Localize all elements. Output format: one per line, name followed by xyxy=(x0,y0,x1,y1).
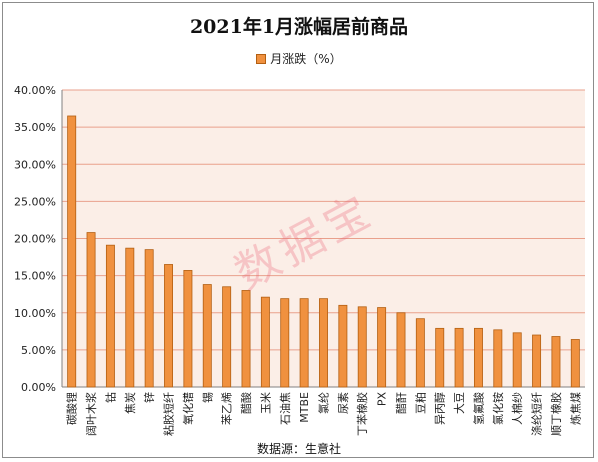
x-tick-label-group: 大豆 xyxy=(452,392,466,414)
x-tick-label: 醋酐 xyxy=(394,392,408,414)
x-tick-label: 钴 xyxy=(103,392,117,403)
x-tick-label: 碳酸锂 xyxy=(65,392,79,425)
x-tick-label: 玉米 xyxy=(259,392,272,414)
bar xyxy=(512,332,522,388)
x-tick-label: 炼焦煤 xyxy=(568,392,582,425)
x-tick-label: 氢氟酸 xyxy=(471,392,485,425)
bar xyxy=(551,336,561,388)
bar xyxy=(338,304,348,388)
bar xyxy=(67,115,77,388)
bar xyxy=(473,327,483,388)
x-tick-label-group: 人棉纱 xyxy=(510,392,524,425)
bar xyxy=(260,296,270,388)
x-tick-label-group: 苯乙烯 xyxy=(220,392,234,425)
bar xyxy=(280,298,290,388)
x-tick-label: PX xyxy=(376,392,389,407)
x-tick-label: MTBE xyxy=(298,392,311,423)
x-tick-label: 锌 xyxy=(142,392,156,403)
bar xyxy=(183,270,193,388)
bar xyxy=(164,264,174,388)
y-tick-label: 10.00% xyxy=(14,307,56,320)
x-tick-label-group: 焦炭 xyxy=(124,392,137,414)
x-tick-label-group: 丁苯橡胶 xyxy=(355,392,369,436)
bar xyxy=(377,307,387,388)
bar xyxy=(532,334,542,388)
bar xyxy=(299,298,309,388)
bar xyxy=(105,244,115,388)
chart-title: 2021年1月涨幅居前商品 xyxy=(189,16,409,38)
x-tick-label: 醋酸 xyxy=(239,392,253,414)
x-tick-label-group: 锡 xyxy=(200,392,214,403)
bar xyxy=(357,306,367,388)
bar xyxy=(144,249,154,388)
x-tick-label-group: 炼焦煤 xyxy=(568,392,582,425)
x-tick-label-group: 顺丁橡胶 xyxy=(549,392,563,436)
x-tick-label-group: MTBE xyxy=(298,392,311,423)
x-tick-label-group: 玉米 xyxy=(259,392,272,414)
x-tick-label-group: PX xyxy=(376,392,389,407)
x-tick-label: 焦炭 xyxy=(124,392,137,414)
x-tick-label-group: 碳酸锂 xyxy=(65,392,79,425)
x-tick-label: 尿素 xyxy=(337,392,350,414)
legend-label: 月涨跌（%） xyxy=(270,52,342,66)
y-tick-label: 25.00% xyxy=(14,195,56,208)
x-tick-label-group: 石油焦 xyxy=(278,392,292,425)
chart-legend: 月涨跌（%） xyxy=(0,50,598,67)
x-tick-label-group: 锌 xyxy=(142,392,156,403)
x-tick-label: 阔叶木浆 xyxy=(84,392,98,436)
bar xyxy=(570,339,580,388)
x-tick-label: 豆粕 xyxy=(413,392,427,414)
bar xyxy=(241,290,251,388)
bar xyxy=(415,318,425,388)
y-tick-label: 30.00% xyxy=(14,158,56,171)
x-tick-label: 石油焦 xyxy=(278,392,292,425)
bar xyxy=(202,284,212,388)
x-tick-label: 苯乙烯 xyxy=(220,392,234,425)
x-tick-label-group: 粘胶短纤 xyxy=(162,392,176,436)
x-tick-label: 氯纶 xyxy=(317,392,331,414)
bar xyxy=(222,286,232,388)
x-tick-label-group: 异丙醇 xyxy=(433,392,447,425)
x-tick-label-group: 豆粕 xyxy=(413,392,427,414)
y-tick-label: 15.00% xyxy=(14,270,56,283)
x-tick-label-group: 醋酸 xyxy=(239,392,253,414)
y-tick-label: 40.00% xyxy=(14,84,56,97)
legend-swatch xyxy=(256,53,267,64)
x-tick-label-group: 阔叶木浆 xyxy=(84,392,98,436)
x-tick-label-group: 醋酐 xyxy=(394,392,408,414)
x-tick-label-group: 氯纶 xyxy=(317,392,331,414)
bar xyxy=(396,312,406,388)
x-tick-label: 锡 xyxy=(200,392,214,403)
x-tick-label-group: 氢氟酸 xyxy=(471,392,485,425)
x-tick-label-group: 涤纶短纤 xyxy=(530,392,544,436)
x-tick-label: 氯化铵 xyxy=(491,392,505,425)
bar xyxy=(493,329,503,388)
x-tick-label-group: 氧化镨 xyxy=(181,392,195,425)
y-tick-label: 35.00% xyxy=(14,121,56,134)
y-tick-label: 5.00% xyxy=(21,344,56,357)
chart-source: 数据源：生意社 xyxy=(256,442,341,456)
x-tick-label: 人棉纱 xyxy=(510,392,524,425)
x-tick-label: 丁苯橡胶 xyxy=(355,392,369,436)
x-tick-label: 顺丁橡胶 xyxy=(549,392,563,436)
x-tick-label-group: 氯化铵 xyxy=(491,392,505,425)
x-tick-label-group: 尿素 xyxy=(337,392,350,414)
x-tick-label: 涤纶短纤 xyxy=(530,392,544,436)
bar xyxy=(319,298,328,388)
y-tick-label: 20.00% xyxy=(14,233,56,246)
bar xyxy=(454,327,464,388)
bar xyxy=(86,232,96,388)
x-tick-label-group: 钴 xyxy=(103,392,117,403)
y-tick-label: 0.00% xyxy=(21,381,56,394)
x-tick-label: 氧化镨 xyxy=(181,392,195,425)
bar xyxy=(435,327,445,388)
x-tick-label: 大豆 xyxy=(452,392,466,414)
x-tick-label: 粘胶短纤 xyxy=(162,392,176,436)
bar xyxy=(125,247,135,388)
x-tick-label: 异丙醇 xyxy=(433,392,447,425)
